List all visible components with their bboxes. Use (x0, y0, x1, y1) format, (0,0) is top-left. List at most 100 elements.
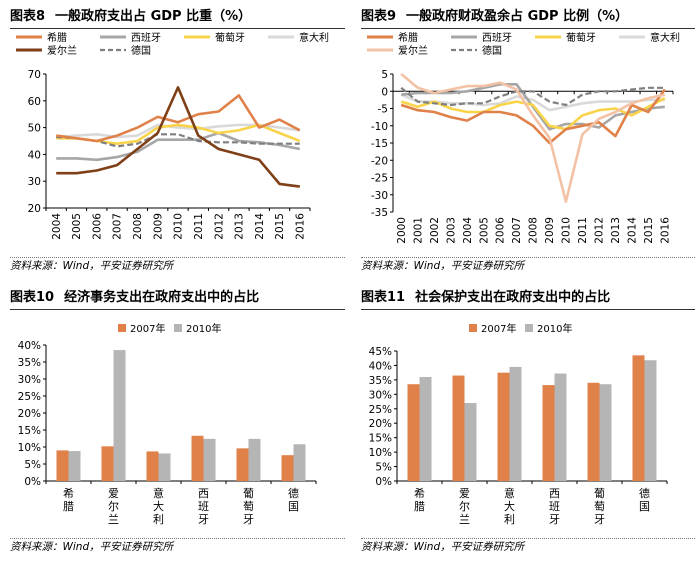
chart9-x-tick-label-14: 2014 (626, 217, 638, 244)
chart11-y-tick-label-9: 45% (369, 346, 392, 358)
chart9-x-tick-label-8: 2008 (528, 217, 540, 244)
chart9-legend-label-3: 意大利 (650, 31, 680, 44)
chart9-x-tick-label-6: 2006 (495, 217, 507, 244)
chart9-legend-label-4: 爱尔兰 (398, 44, 428, 57)
chart8-y-tick-label-3: 50 (28, 123, 41, 135)
chart9-y-tick-label-8: 5 (381, 69, 388, 81)
chart9-y-tick-label-4: -15 (371, 138, 388, 150)
chart9-x-tick-label-4: 2004 (462, 217, 474, 244)
chart8-legend-label-5: 德国 (131, 44, 151, 57)
chart11-y-tick-label-6: 30% (369, 389, 392, 401)
chart10-bar-0-3 (191, 435, 204, 481)
chart10-panel: 图表10 经济事务支出在政府支出中的占比 2007年 2010年 0% 5% 10% 15%… (10, 287, 345, 555)
chart9-y-tick-label-0: -35 (371, 207, 388, 219)
chart9-x-tick-label-5: 2005 (478, 217, 490, 244)
chart9-legend-label-2: 葡萄牙 (566, 31, 596, 44)
chart11-bar-0-3 (542, 385, 555, 481)
chart11-bar-0-5 (632, 355, 645, 481)
chart9-series-5 (400, 86, 665, 107)
chart10-category-label-3-0: 西 (198, 487, 209, 500)
chart8-y-tick-label-5: 70 (28, 69, 41, 81)
chart10-category-label-2-1: 大 (153, 499, 164, 513)
chart11-y-tick-label-0: 0% (375, 476, 392, 488)
chart10-bar-1-0 (68, 451, 81, 481)
chart10-bar-0-4 (236, 448, 249, 481)
chart11-bar-1-1 (464, 403, 477, 481)
chart8-legend-label-2: 葡萄牙 (215, 31, 245, 44)
chart9-x-tick-label-10: 2010 (561, 217, 573, 244)
chart10-y-tick-label-7: 35% (18, 357, 41, 369)
chart10-title-rule (10, 309, 345, 310)
chart8-x-tick-label-11: 2015 (274, 213, 286, 240)
chart11-category-label-1-1: 尔 (459, 500, 470, 513)
chart9-title: 图表9 一般政府财政盈余占 GDP 比例（%） (361, 9, 629, 24)
chart11-bar-0-1 (452, 375, 465, 481)
chart9-x-tick-label-16: 2016 (659, 217, 671, 244)
chart11-y-tick-label-2: 10% (369, 447, 392, 459)
chart8-x-tick-label-6: 2010 (173, 213, 185, 240)
chart9-legend-label-1: 西班牙 (482, 32, 512, 44)
chart8-series-0 (56, 94, 301, 143)
chart8-x-tick-label-9: 2013 (234, 213, 246, 240)
chart9-source: 资料来源：Wind，平安证券研究所 (361, 260, 525, 272)
chart11-plot: 2007年 2010年 0% 5% 10% 15% 20% 25% 30% 35% 40% 45% 希腊… (369, 322, 668, 526)
chart11-y-tick-label-8: 40% (369, 360, 392, 372)
chart10-source-rule (10, 538, 345, 539)
chart9-y-tick-label-7: 0 (381, 86, 388, 98)
chart10-bar-1-2 (158, 453, 171, 481)
chart10-legend-label-0: 2007年 (130, 322, 165, 335)
chart10-y-tick-label-6: 30% (18, 374, 41, 386)
chart10-y-tick-label-4: 20% (18, 408, 41, 420)
chart8-y-tick-label-0: 20 (28, 203, 41, 215)
chart11-category-label-1-0: 爱 (459, 487, 470, 500)
chart8-x-tick-label-1: 2005 (71, 213, 83, 240)
chart10-category-label-3-1: 班 (198, 500, 209, 513)
chart10-category-label-1-2: 兰 (108, 513, 119, 526)
chart10-bar-1-4 (248, 438, 261, 481)
chart10-category-label-1-0: 爱 (108, 487, 119, 500)
chart11-category-label-2-0: 意 (504, 486, 515, 500)
chart9-panel: 图表9 一般政府财政盈余占 GDP 比例（%） 希腊 西班牙 葡萄牙 意大利 爱尔兰 德国 -… (361, 6, 695, 274)
chart10-legend-label-1: 2010年 (186, 322, 221, 335)
chart10-y-tick-label-8: 40% (18, 340, 41, 352)
chart10-category-label-5-0: 德 (288, 486, 299, 500)
chart11-legend-label-0: 2007年 (481, 322, 516, 335)
chart9-x-tick-label-13: 2013 (610, 217, 622, 244)
chart11-category-label-4-1: 萄 (594, 500, 605, 513)
chart11-y-tick-label-3: 15% (369, 433, 392, 445)
chart11-bar-1-0 (419, 377, 432, 481)
chart11-category-label-5-0: 德 (639, 486, 650, 500)
chart8-x-tick-label-4: 2008 (132, 213, 144, 240)
chart11-title-rule (361, 309, 695, 310)
chart10-bar-1-1 (113, 350, 126, 481)
chart8-source: 资料来源：Wind，平安证券研究所 (10, 260, 174, 272)
chart8-title: 图表8 一般政府支出占 GDP 比重（%） (10, 9, 252, 24)
chart8-y-tick-label-4: 60 (28, 96, 41, 108)
chart9-x-tick-label-1: 2001 (412, 217, 424, 244)
chart8-x-tick-label-0: 2004 (51, 213, 63, 240)
chart11-legend-swatch-1 (525, 324, 533, 332)
chart9-y-tick-label-3: -20 (371, 155, 388, 167)
chart9-series-3 (400, 93, 665, 112)
chart11-legend-swatch-0 (469, 324, 477, 332)
chart10-plot: 2007年 2010年 0% 5% 10% 15% 20% 25% 30% 35% 40% 希腊 爱尔兰… (18, 322, 317, 526)
chart11-bar-0-2 (497, 372, 510, 481)
chart11-y-tick-label-7: 35% (369, 375, 392, 387)
chart9-y-tick-label-1: -30 (371, 190, 388, 202)
chart10-category-label-3-2: 牙 (198, 513, 209, 526)
chart8-x-tick-label-3: 2007 (112, 213, 124, 240)
chart9-y-tick-label-6: -5 (378, 104, 388, 116)
chart11-bar-0-0 (407, 384, 420, 481)
chart9-x-tick-label-9: 2009 (544, 217, 556, 244)
chart10-category-label-4-1: 萄 (243, 500, 254, 513)
chart8-legend-label-3: 意大利 (299, 31, 329, 44)
chart10-bar-0-1 (101, 446, 114, 481)
chart10-y-tick-label-2: 10% (18, 442, 41, 454)
chart9-title-rule (361, 28, 695, 29)
chart10-category-label-0-1: 腊 (63, 500, 74, 513)
chart11-legend-label-1: 2010年 (537, 322, 572, 335)
chart11-bar-0-4 (587, 382, 600, 481)
chart11-category-label-1-2: 兰 (459, 513, 470, 526)
chart11-bar-1-5 (644, 360, 657, 481)
